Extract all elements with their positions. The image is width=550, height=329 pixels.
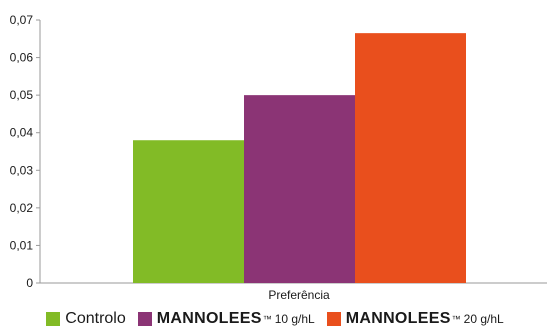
legend-item-controlo: Controlo [46, 310, 126, 328]
y-tick-label: 0,03 [10, 163, 34, 177]
bar-mannolees-10 [244, 95, 355, 284]
legend: Controlo MANNOLEES ™ 10 g/hL MANNOLEES ™… [0, 309, 550, 329]
legend-swatch-mannolees-10 [137, 312, 152, 326]
y-tick-label: 0,04 [10, 126, 34, 140]
bars [133, 33, 466, 284]
legend-item-mannolees-20: MANNOLEES ™ 20 g/hL [326, 310, 504, 328]
y-tick-label: 0 [26, 276, 33, 290]
y-tick-label: 0,07 [10, 13, 34, 27]
legend-swatch-mannolees-20 [326, 312, 341, 326]
legend-tm-mannolees-10: ™ [262, 314, 272, 324]
bar-mannolees-20 [355, 33, 466, 284]
y-tick-label: 0,01 [10, 238, 34, 252]
legend-label-mannolees-20: MANNOLEES [345, 310, 451, 327]
y-axis: 0 0,01 0,02 0,03 0,04 0,05 0,06 0,07 [10, 13, 40, 290]
bar-controlo [133, 140, 244, 283]
legend-label-mannolees-10: MANNOLEES [156, 310, 262, 327]
legend-tm-mannolees-20: ™ [451, 314, 461, 324]
legend-swatch-controlo [46, 312, 61, 326]
y-tick-label: 0,02 [10, 201, 34, 215]
legend-item-mannolees-10: MANNOLEES ™ 10 g/hL [137, 310, 315, 328]
legend-dose-mannolees-10: 10 g/hL [274, 312, 315, 326]
x-axis-label: Preferência [268, 288, 330, 302]
y-tick-label: 0,06 [10, 51, 34, 65]
legend-dose-mannolees-20: 20 g/hL [463, 312, 504, 326]
y-tick-label: 0,05 [10, 88, 34, 102]
legend-label-controlo: Controlo [65, 310, 126, 327]
